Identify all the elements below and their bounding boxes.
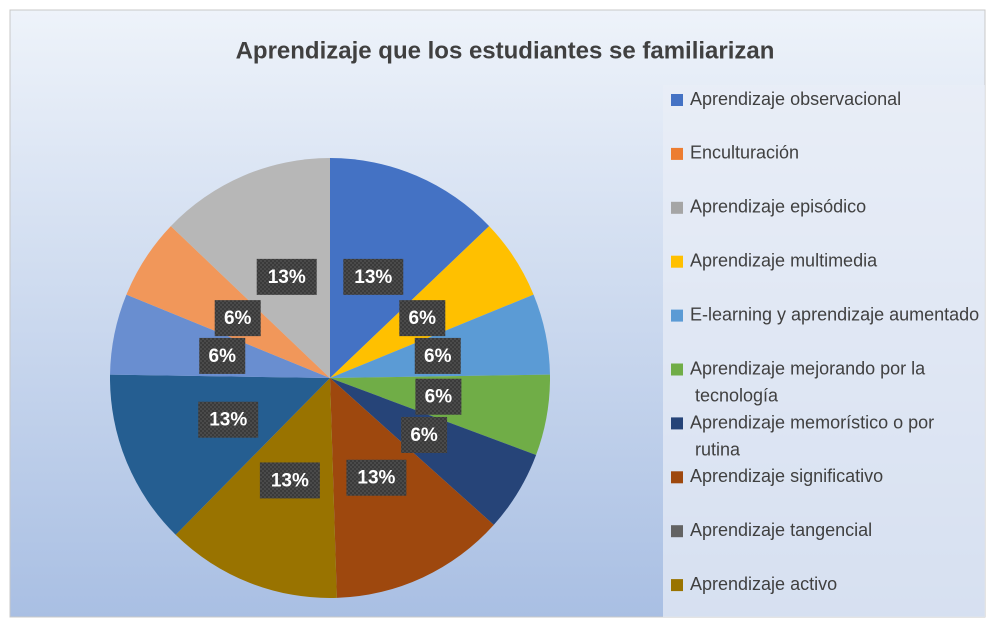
pie-slice [175,378,337,598]
pie-slice [330,378,494,598]
data-label-box [259,462,320,499]
data-label-box [343,258,404,295]
data-label-box [414,337,461,374]
legend-swatch [671,255,683,268]
legend-label: Aprendizaje observacional [690,89,901,109]
data-label: 13% [354,267,392,288]
legend-label: Aprendizaje multimedia [690,250,878,270]
pie-slice [110,374,331,535]
data-label-box [199,337,246,374]
legend-label: Aprendizaje mejorando por la tecnología [690,358,926,405]
pie-slice [330,374,550,456]
data-label: 6% [224,308,252,329]
chart-title: Aprendizaje que los estudiantes se famil… [236,37,775,64]
data-label: 6% [209,346,237,367]
data-label: 13% [357,468,395,489]
legend-swatch [671,363,683,376]
data-label-box [401,416,448,453]
pie-slice [330,294,550,378]
data-label-box [415,378,462,415]
pie-slice [330,158,490,378]
data-label-box [214,300,261,337]
data-label: 6% [410,425,438,446]
data-label: 6% [425,387,453,408]
data-label: 6% [409,308,437,329]
data-label-box [198,401,259,438]
pie-slice [110,294,330,378]
legend-label: Aprendizaje activo [690,574,837,594]
legend-label: Enculturación [690,143,799,163]
data-label-box [256,258,317,295]
legend-swatch [671,201,683,214]
data-label-box [399,300,446,337]
data-label: 13% [209,410,247,431]
data-label: 6% [424,346,452,367]
legend-swatch [671,309,683,322]
legend-swatch [671,525,683,538]
legend-label: Aprendizaje memorístico o por rutina [690,412,934,459]
data-label: 13% [271,470,309,491]
legend-swatch [671,471,683,484]
data-label: 13% [268,267,306,288]
data-label-box [346,459,407,496]
legend-swatch [671,94,683,106]
legend-label: Aprendizaje episódico [690,197,866,217]
legend-swatch [671,579,683,592]
legend-area [663,85,985,617]
legend-swatch [671,147,683,160]
pie-slice [170,158,330,378]
legend-label: E-learning y aprendizaje aumentado [690,304,979,324]
legend-swatch [671,417,683,430]
legend-label: Aprendizaje tangencial [690,520,872,540]
legend-label: Aprendizaje significativo [690,466,883,486]
